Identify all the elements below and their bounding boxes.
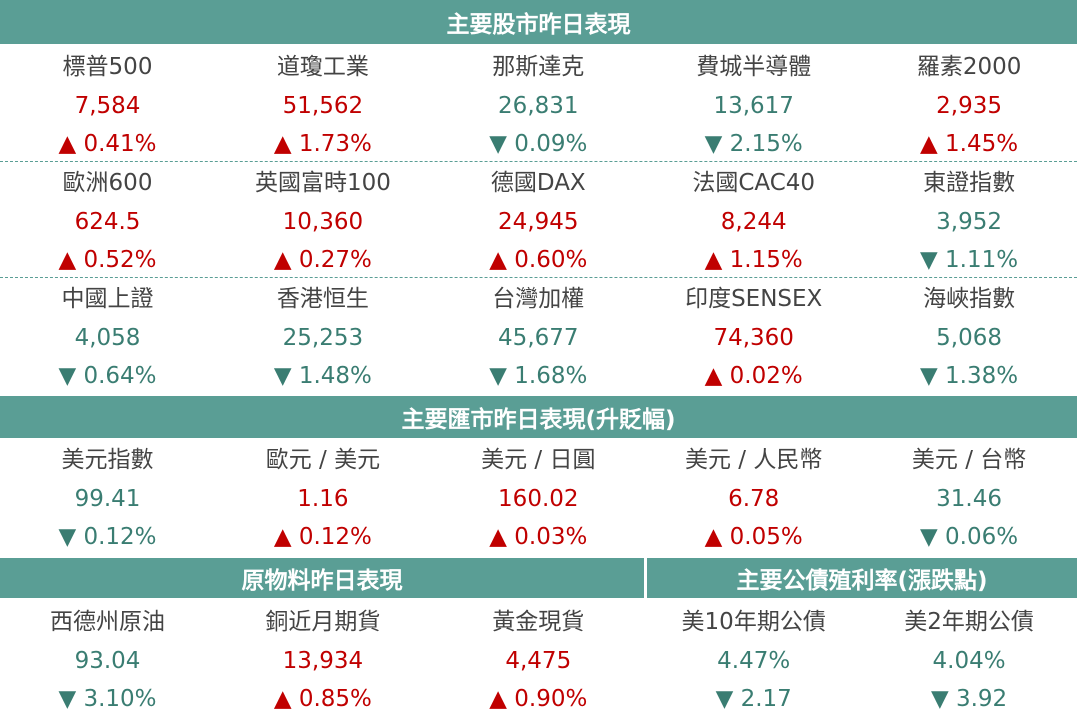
item-change: ▲ 0.90% [489,686,588,712]
item-name: 東證指數 [923,170,1016,196]
item-change: ▲ 1.15% [704,247,803,273]
item-value: 93.04 [74,648,141,674]
item-value: 13,617 [713,93,794,119]
item-name: 台灣加權 [492,286,585,312]
item-change: ▼ 1.48% [273,363,372,389]
item-value: 2,935 [936,93,1003,119]
item-change: ▼ 3.92 [930,686,1008,712]
item-name: 英國富時100 [254,170,391,196]
item-name: 美元指數 [61,447,154,473]
item-change: ▲ 0.03% [489,524,588,550]
item-change: ▲ 1.73% [273,131,372,157]
item-name: 歐洲600 [62,170,153,196]
item-change: ▲ 1.45% [920,131,1019,157]
item-value: 6.78 [728,486,780,512]
section-header: 主要股市昨日表現 [0,0,1077,44]
item-value: 25,253 [282,325,364,351]
item-change: ▲ 0.02% [704,363,803,389]
item-change: ▼ 1.68% [489,363,588,389]
item-value: 4.47% [717,648,791,674]
item-name: 美元 / 台幣 [911,447,1027,473]
item-change: ▲ 0.05% [704,524,803,550]
item-change: ▲ 0.85% [273,686,372,712]
item-name: 費城半導體 [696,54,812,80]
item-change: ▼ 0.12% [58,524,157,550]
item-name: 美元 / 日圓 [481,447,596,473]
item-change: ▲ 0.41% [58,131,157,157]
item-change: ▼ 3.10% [58,686,157,712]
item-value: 1.16 [297,486,349,512]
item-value: 51,562 [282,93,364,119]
item-value: 4,058 [74,325,141,351]
item-name: 海峽指數 [923,286,1016,312]
item-change: ▼ 1.11% [920,247,1019,273]
item-value: 26,831 [498,93,579,119]
section-header: 主要匯市昨日表現(升貶幅) [0,396,1077,438]
item-change: ▼ 2.15% [704,131,803,157]
item-name: 黃金現貨 [492,609,585,635]
item-name: 西德州原油 [50,609,165,635]
item-name: 印度SENSEX [685,286,823,312]
item-value: 10,360 [282,209,364,235]
item-value: 5,068 [936,325,1003,351]
item-change: ▲ 0.27% [273,247,372,273]
item-value: 13,934 [282,648,364,674]
separator [0,277,1077,278]
item-name: 德國DAX [490,170,586,196]
item-name: 道瓊工業 [276,54,369,80]
item-name: 羅素2000 [916,54,1022,80]
item-value: 24,945 [498,209,579,235]
item-name: 法國CAC40 [692,170,816,196]
item-value: 624.5 [74,209,141,235]
item-name: 香港恒生 [276,286,369,312]
item-name: 那斯達克 [492,54,585,80]
item-change: ▼ 2.17 [715,686,792,712]
item-name: 美元 / 人民幣 [685,447,823,473]
item-name: 標普500 [62,54,153,80]
item-value: 99.41 [74,486,141,512]
item-value: 4,475 [505,648,572,674]
item-name: 歐元 / 美元 [265,447,381,473]
section-header: 主要公債殖利率(漲跌點) [647,558,1077,598]
item-change: ▼ 0.06% [920,524,1019,550]
item-value: 45,677 [498,325,579,351]
separator [0,161,1077,162]
item-change: ▲ 0.12% [273,524,372,550]
item-change: ▲ 0.52% [58,247,157,273]
item-name: 中國上證 [61,286,154,312]
item-change: ▼ 1.38% [920,363,1019,389]
item-value: 3,952 [936,209,1003,235]
item-value: 31.46 [936,486,1003,512]
item-change: ▲ 0.60% [489,247,588,273]
item-value: 74,360 [713,325,794,351]
section-header: 原物料昨日表現 [0,558,644,598]
item-name: 美10年期公債 [681,609,826,635]
item-value: 7,584 [74,93,141,119]
item-value: 160.02 [498,486,579,512]
item-change: ▼ 0.64% [58,363,157,389]
item-change: ▼ 0.09% [489,131,588,157]
item-value: 4.04% [932,648,1006,674]
item-value: 8,244 [720,209,787,235]
item-name: 銅近月期貨 [265,609,381,635]
item-name: 美2年期公債 [904,609,1034,635]
